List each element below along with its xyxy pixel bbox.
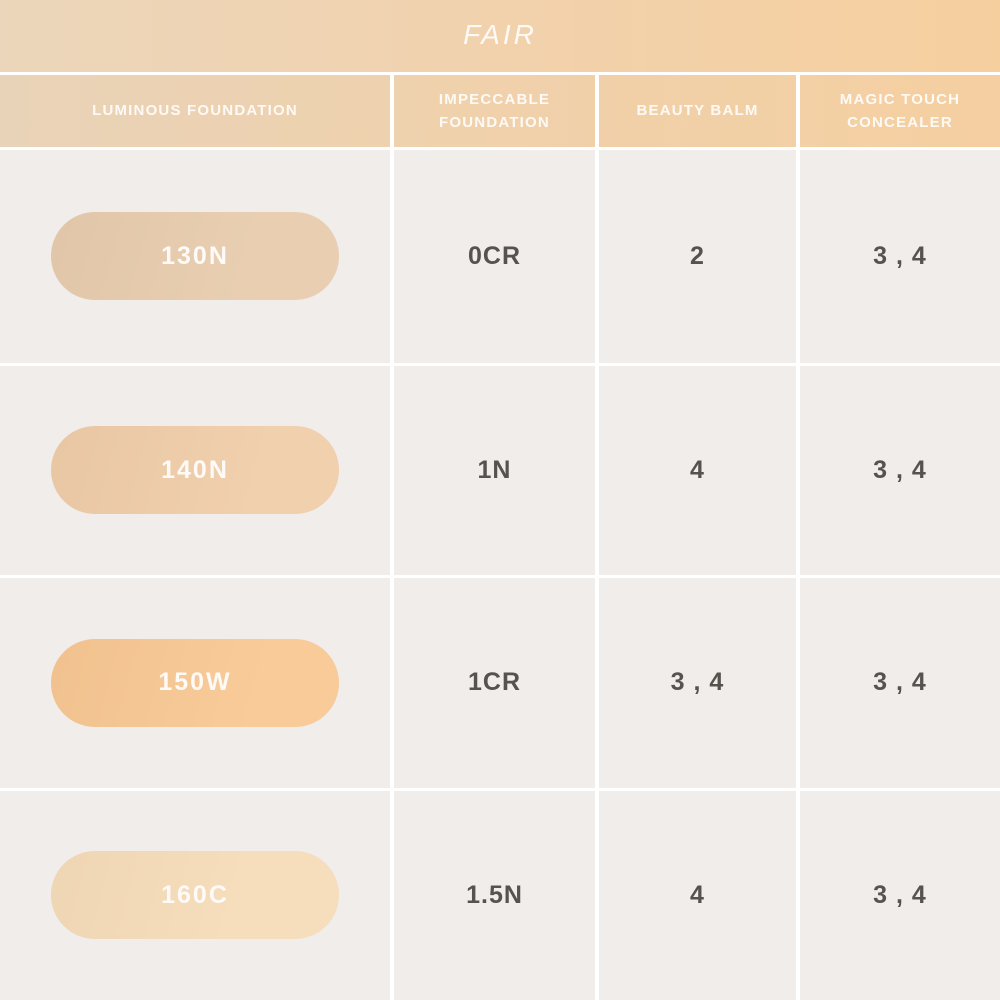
magic-touch-concealer-value-row-3: 3 , 4 — [796, 575, 1000, 788]
table-header-row: LUMINOUS FOUNDATION IMPECCABLE FOUNDATIO… — [0, 75, 1000, 150]
impeccable-foundation-value-row-2: 1N — [390, 362, 595, 575]
impeccable-foundation-value-row-3: 1CR — [390, 575, 595, 788]
shade-category-banner: FAIR — [0, 0, 1000, 75]
swatch-cell-row-2: 140N — [0, 362, 390, 575]
impeccable-foundation-value-row-4: 1.5N — [390, 787, 595, 1000]
swatch-cell-row-1: 130N — [0, 150, 390, 363]
column-header-beauty-balm: BEAUTY BALM — [595, 75, 796, 147]
shade-category-title: FAIR — [463, 19, 537, 50]
magic-touch-concealer-value-row-1: 3 , 4 — [796, 150, 1000, 363]
magic-touch-concealer-value-row-4: 3 , 4 — [796, 787, 1000, 1000]
shade-swatch-140n: 140N — [51, 426, 339, 515]
column-header-impeccable-foundation: IMPECCABLE FOUNDATION — [390, 75, 595, 147]
shade-swatch-150w: 150W — [51, 638, 339, 727]
column-header-magic-touch-concealer: MAGIC TOUCH CONCEALER — [796, 75, 1000, 147]
swatch-cell-row-4: 160C — [0, 787, 390, 1000]
shade-swatch-label: 160C — [161, 880, 229, 909]
shade-swatch-label: 140N — [161, 455, 229, 484]
beauty-balm-value-row-2: 4 — [595, 362, 796, 575]
beauty-balm-value-row-3: 3 , 4 — [595, 575, 796, 788]
swatch-cell-row-3: 150W — [0, 575, 390, 788]
shade-swatch-160c: 160C — [51, 851, 339, 940]
magic-touch-concealer-value-row-2: 3 , 4 — [796, 362, 1000, 575]
table-body: 130N 0CR 2 3 , 4 140N 1N 4 3 , 4 150W 1C… — [0, 150, 1000, 1000]
shade-swatch-label: 130N — [161, 241, 229, 270]
shade-swatch-130n: 130N — [51, 212, 339, 301]
impeccable-foundation-value-row-1: 0CR — [390, 150, 595, 363]
beauty-balm-value-row-1: 2 — [595, 150, 796, 363]
beauty-balm-value-row-4: 4 — [595, 787, 796, 1000]
shade-swatch-label: 150W — [158, 668, 232, 697]
column-header-luminous-foundation: LUMINOUS FOUNDATION — [92, 102, 298, 120]
